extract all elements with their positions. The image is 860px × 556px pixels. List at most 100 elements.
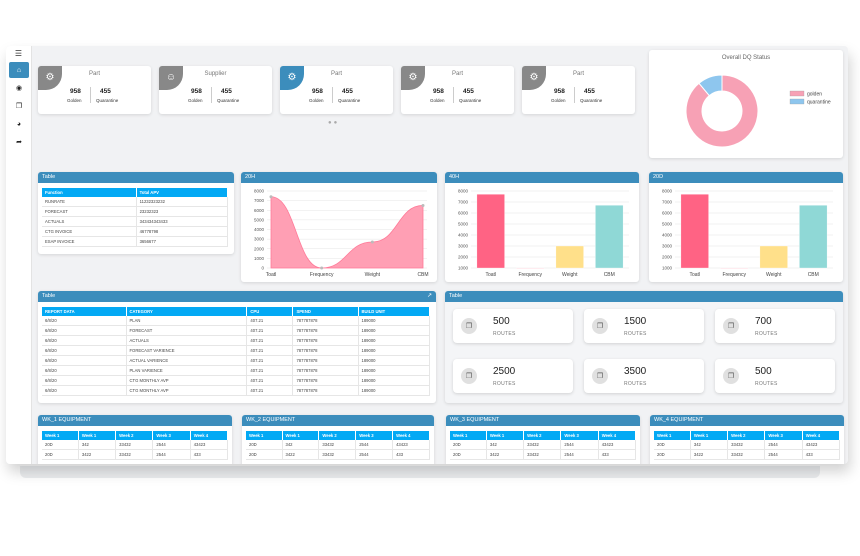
table-row[interactable]: CTG INVOICE 46778798	[42, 226, 229, 237]
table-row[interactable]: 20D 342 33432 2544 43423	[450, 440, 637, 450]
column-header[interactable]: Week 1	[654, 431, 691, 440]
table-row[interactable]: 20D 3422 33432 2544 433	[246, 449, 430, 460]
x-tick-label: Weight	[365, 272, 381, 278]
column-header[interactable]: Week 1	[78, 431, 117, 440]
bar-frequency[interactable]	[720, 267, 749, 269]
carousel-dots[interactable]: ●●	[328, 120, 340, 126]
column-header[interactable]: Week 4	[392, 431, 430, 440]
column-header[interactable]: Week 1	[246, 431, 283, 440]
table-row[interactable]: 6/8/20 FORECAST VARIENCE 407.21 787787878 18…	[42, 345, 430, 356]
copy-icon[interactable]: ❐	[15, 103, 23, 110]
column-header[interactable]: Function	[42, 188, 137, 197]
equipment-card-4: WK_4 EQUIPMENT Week 1 Week 1 Week 2 Week 3 We…	[650, 415, 844, 464]
route-value: 2500	[493, 366, 516, 377]
column-header[interactable]: Week 3	[560, 431, 599, 440]
route-tile[interactable]: ❐ 3500 ROUTES	[584, 359, 704, 393]
kpi-card-4[interactable]: ⚙ Part 958 Golden 455 Quarantine	[522, 66, 635, 114]
data-point-weight[interactable]	[370, 240, 374, 244]
route-tile[interactable]: ❐ 500 ROUTES	[715, 359, 835, 393]
dashboard-icon[interactable]: ◉	[15, 85, 23, 92]
table-row[interactable]: ESAP INVOICE 3656677	[42, 236, 229, 247]
table-row[interactable]: 20D 342 33432 2544 43423	[654, 440, 841, 450]
table-row[interactable]: 6/8/20 CTG MONTHLY AVP 407.21 787787878 1890…	[42, 385, 430, 396]
home-icon[interactable]: ⌂	[9, 62, 29, 78]
x-tick-label: Toatl	[485, 272, 496, 278]
column-header[interactable]: Week 1	[690, 431, 729, 440]
column-header[interactable]: Week 2	[727, 431, 766, 440]
column-header[interactable]: Week 1	[42, 431, 79, 440]
bar-cbm[interactable]	[799, 205, 828, 269]
kpi-card-2[interactable]: ⚙ Part 958 Golden 455 Quarantine	[280, 66, 393, 114]
table-cell: 189000	[358, 345, 430, 356]
bar-frequency[interactable]	[516, 267, 545, 269]
table-cell: 6/8/20	[42, 316, 127, 326]
y-tick-label: 5000	[458, 222, 469, 227]
redo-icon[interactable]: ➦	[16, 139, 22, 146]
table-cell: 33432	[727, 449, 766, 460]
column-header[interactable]: Week 3	[152, 431, 191, 440]
table-cell: 407.21	[246, 375, 294, 386]
column-header[interactable]: Week 1	[486, 431, 525, 440]
table-row[interactable]: 20D 342 33432 2544 43423	[42, 440, 229, 450]
table-row[interactable]: 20D 3422 33432 2544 433	[42, 449, 229, 460]
column-header[interactable]: Week 2	[523, 431, 562, 440]
column-header[interactable]: Week 3	[764, 431, 803, 440]
chart-icon[interactable]: ◕	[16, 120, 22, 128]
bar-weight[interactable]	[759, 245, 788, 269]
column-header[interactable]: Week 3	[355, 431, 394, 440]
table-row[interactable]: 6/8/20 ACTUALS 407.21 787787878 189000	[42, 335, 430, 346]
table-row[interactable]: 20D 3422 33432 2544 433	[654, 449, 841, 460]
gears-icon: ⚙	[401, 66, 425, 90]
table-row[interactable]: 20D 342 33432 2544 43423	[246, 440, 430, 450]
data-point-toatl[interactable]	[269, 195, 273, 199]
column-header[interactable]: BUILD UNIT	[358, 307, 430, 316]
column-header[interactable]: Week 4	[802, 431, 841, 440]
column-header[interactable]: Week 1	[282, 431, 320, 440]
external-link-icon[interactable]: ↗	[426, 293, 432, 299]
donut-slice-golden[interactable]	[685, 74, 759, 148]
x-tick-label: Frequency	[310, 272, 334, 278]
route-label: ROUTES	[624, 381, 647, 387]
kpi-card-0[interactable]: ⚙ Part 958 Golden 455 Quarantine	[38, 66, 151, 114]
table-cell: 433	[598, 449, 637, 460]
table-row[interactable]: 6/8/20 ACTUAL VARIENCE 407.21 787787878 1890…	[42, 355, 430, 366]
bar-cbm[interactable]	[595, 205, 624, 269]
area-series	[270, 196, 424, 269]
kpi-golden-value: 958	[312, 88, 323, 95]
table-row[interactable]: 6/8/20 PLAN VARIENCE 407.21 787787878 189000	[42, 365, 430, 376]
kpi-card-1[interactable]: ☺ Supplier 958 Golden 455 Quarantine	[159, 66, 272, 114]
column-header[interactable]: Week 2	[318, 431, 357, 440]
table-row[interactable]: FORECAST 23232323	[42, 206, 229, 217]
column-header[interactable]: Week 1	[450, 431, 487, 440]
route-tile[interactable]: ❐ 700 ROUTES	[715, 309, 835, 343]
column-header[interactable]: Week 4	[598, 431, 637, 440]
kpi-quarantine-label: Quarantine	[217, 98, 240, 103]
bar-toatl[interactable]	[680, 194, 709, 269]
column-header[interactable]: Week 2	[115, 431, 154, 440]
bar-weight[interactable]	[555, 245, 584, 269]
column-header[interactable]: REPORT DATA	[42, 307, 127, 316]
table-row[interactable]: 20D 3422 33432 2544 433	[450, 449, 637, 460]
bar-toatl[interactable]	[476, 194, 505, 269]
routes-card: Table ❐ 500 ROUTES ❐ 1500 ROUTES ❐ 700 ROUTES ❐ 25…	[445, 291, 843, 403]
column-header[interactable]: CPU	[246, 307, 294, 316]
equipment-header: WK_3 EQUIPMENT	[446, 415, 640, 426]
data-point-cbm[interactable]	[421, 203, 425, 207]
route-tile[interactable]: ❐ 500 ROUTES	[453, 309, 573, 343]
donut-slice-quarantine[interactable]	[698, 74, 723, 97]
table-row[interactable]: 6/8/20 FORECAST 407.21 787787878 189000	[42, 325, 430, 336]
column-header[interactable]: Total APV	[136, 188, 229, 197]
equipment-table: Week 1 Week 1 Week 2 Week 3 Week 4 20D 342 3343…	[654, 431, 841, 460]
kpi-card-3[interactable]: ⚙ Part 958 Golden 455 Quarantine	[401, 66, 514, 114]
route-tile[interactable]: ❐ 1500 ROUTES	[584, 309, 704, 343]
table-row[interactable]: RUNRATE 11232323232	[42, 197, 229, 207]
column-header[interactable]: Week 4	[190, 431, 229, 440]
data-point-frequency[interactable]	[320, 266, 324, 270]
column-header[interactable]: CATEGORY	[126, 307, 248, 316]
column-header[interactable]: SPEND	[292, 307, 359, 316]
table-row[interactable]: ACTUALS 343434343433	[42, 216, 229, 227]
menu-icon[interactable]: ☰	[14, 48, 23, 58]
table-row[interactable]: 6/8/20 CTG MONTHLY AVP 407.21 787787878 1890…	[42, 375, 430, 386]
route-tile[interactable]: ❐ 2500 ROUTES	[453, 359, 573, 393]
table-row[interactable]: 6/8/20 PLAN 407.21 787787878 189000	[42, 316, 430, 326]
